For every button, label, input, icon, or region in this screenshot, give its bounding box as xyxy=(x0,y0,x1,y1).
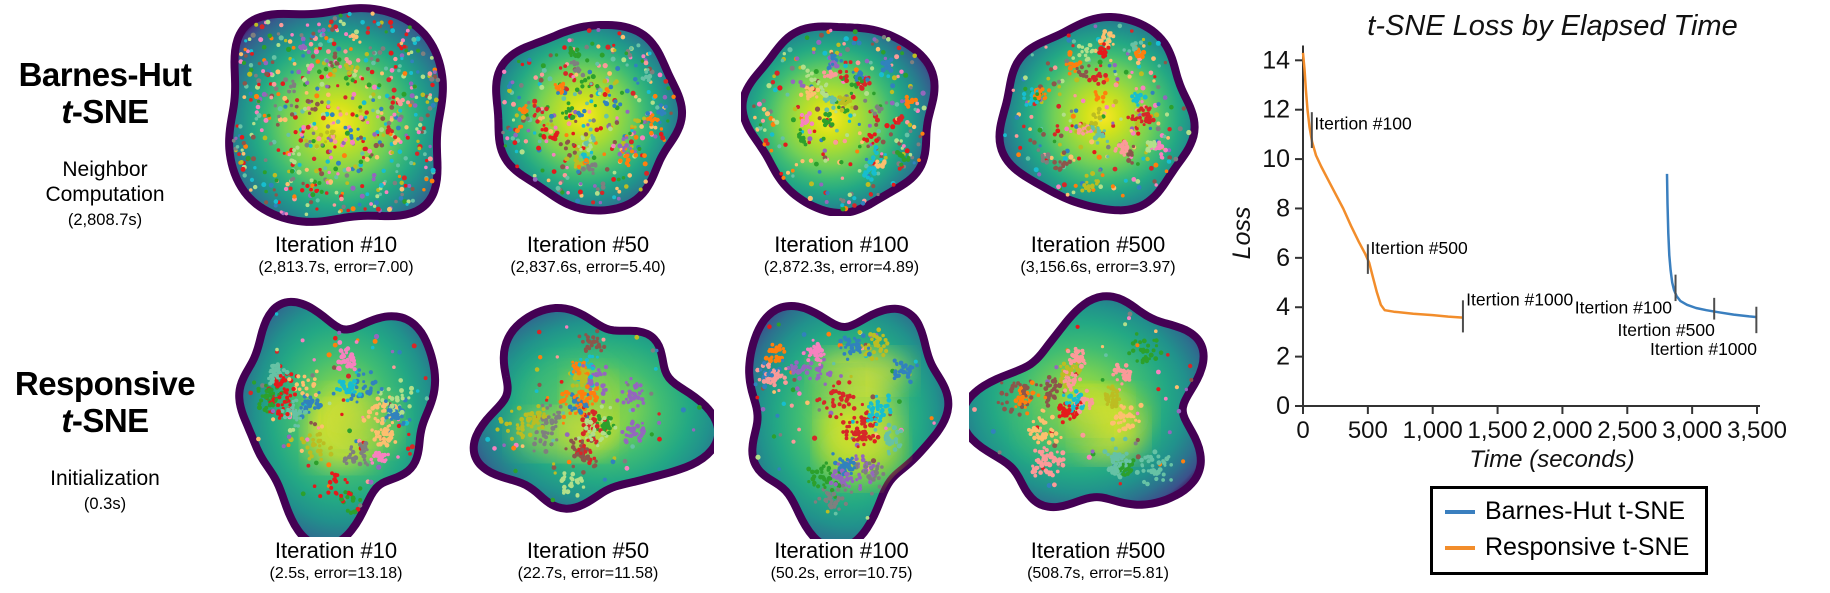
method-title-line2: t-SNE xyxy=(61,92,149,130)
svg-text:Itertion #100: Itertion #100 xyxy=(1575,298,1673,318)
panel-responsive-iter10: Iteration #10 (2.5s, error=13.18) xyxy=(210,287,462,593)
panel-detail: (508.7s, error=5.81) xyxy=(1027,564,1169,582)
loss-by-time-chart: 0 2 4 6 8 10 12 14 0 500 1,000 1,500 2,000 2,500 3,000… xyxy=(1228,45,1787,473)
panel-responsive-iter100: Iteration #100 (50.2s, error=10.75) xyxy=(714,287,969,593)
panel-caption: Iteration #100 xyxy=(774,231,909,257)
method-subtitle: Initialization xyxy=(50,467,160,491)
panel-caption: Iteration #500 xyxy=(1030,537,1166,563)
panel-responsive-iter500: Iteration #500 (508.7s, error=5.81) xyxy=(969,287,1227,593)
svg-text:2,000: 2,000 xyxy=(1532,417,1592,444)
method-time: (2,808.7s) xyxy=(67,211,143,230)
method-title-line2: t-SNE xyxy=(61,402,149,440)
embedding-grid: Iteration #10 (2,813.7s, error=7.00) Ite… xyxy=(210,0,1208,593)
tsne-embedding-image xyxy=(745,301,953,539)
loss-chart-section: t-SNE Loss by Elapsed Time 0 2 4 6 8 10 12 14 0 5… xyxy=(1180,0,1830,593)
svg-text:Loss: Loss xyxy=(1228,207,1256,260)
svg-text:14: 14 xyxy=(1262,46,1290,74)
panel-caption: Iteration #50 xyxy=(526,231,650,257)
method-block-barnes-hut: Barnes-Hut t-SNE Neighbor Computation (2… xyxy=(0,0,210,287)
svg-text:3,500: 3,500 xyxy=(1727,417,1787,444)
embedding-plot-wrap xyxy=(487,0,689,230)
svg-text:Itertion #1000: Itertion #1000 xyxy=(1466,289,1573,309)
method-title-barnes-hut: Barnes-Hut t-SNE xyxy=(18,55,192,131)
panel-caption: Iteration #100 xyxy=(774,537,909,563)
panel-detail: (3,156.6s, error=3.97) xyxy=(1020,258,1176,276)
tsne-embedding-image xyxy=(225,3,447,226)
svg-text:6: 6 xyxy=(1276,244,1290,272)
panel-caption: Iteration #500 xyxy=(1030,231,1166,257)
embedding-plot-wrap xyxy=(969,287,1227,536)
svg-text:Itertion #100: Itertion #100 xyxy=(1314,113,1412,133)
panel-barneshut-iter10: Iteration #10 (2,813.7s, error=7.00) xyxy=(210,0,462,287)
panel-caption: Iteration #50 xyxy=(526,537,650,563)
panel-detail: (22.7s, error=11.58) xyxy=(517,564,659,582)
panel-responsive-iter50: Iteration #50 (22.7s, error=11.58) xyxy=(462,287,714,593)
method-title-line1: Barnes-Hut xyxy=(18,55,192,93)
panel-barneshut-iter500: Iteration #500 (3,156.6s, error=3.97) xyxy=(969,0,1227,287)
method-title-line1: Responsive xyxy=(14,365,196,403)
legend-row-barnes-hut: Barnes-Hut t-SNE xyxy=(1445,497,1689,526)
svg-text:Itertion #500: Itertion #500 xyxy=(1618,320,1716,340)
panel-detail: (50.2s, error=10.75) xyxy=(770,564,913,582)
embedding-plot-wrap xyxy=(714,287,969,539)
panel-caption: Iteration #10 xyxy=(274,231,398,257)
tsne-embedding-image xyxy=(235,298,440,538)
tsne-embedding-image xyxy=(969,292,1208,512)
legend-line-swatch-orange xyxy=(1445,545,1475,550)
svg-text:4: 4 xyxy=(1276,293,1290,321)
panel-barneshut-iter100: Iteration #100 (2,872.3s, error=4.89) xyxy=(714,0,969,287)
embedding-plot-wrap xyxy=(995,0,1201,230)
panel-barneshut-iter50: Iteration #50 (2,837.6s, error=5.40) xyxy=(462,0,714,287)
svg-text:0: 0 xyxy=(1276,392,1290,420)
legend-row-responsive: Responsive t-SNE xyxy=(1445,533,1689,562)
legend-label: Barnes-Hut t-SNE xyxy=(1485,497,1686,525)
panel-detail: (2,837.6s, error=5.40) xyxy=(510,258,666,276)
method-subtitle: Neighbor Computation xyxy=(45,157,165,207)
embedding-plot-wrap xyxy=(210,287,462,538)
svg-text:8: 8 xyxy=(1276,194,1290,222)
svg-text:12: 12 xyxy=(1262,96,1290,124)
chart-title: t-SNE Loss by Elapsed Time xyxy=(1367,10,1738,42)
svg-text:500: 500 xyxy=(1348,417,1388,444)
tsne-embedding-image xyxy=(740,22,939,216)
legend-line-swatch-blue xyxy=(1445,509,1475,514)
method-labels-column: Barnes-Hut t-SNE Neighbor Computation (2… xyxy=(0,0,210,593)
method-block-responsive: Responsive t-SNE Initialization (0.3s) xyxy=(0,287,210,593)
panel-caption: Iteration #10 xyxy=(274,537,398,563)
panel-detail: (2,872.3s, error=4.89) xyxy=(763,258,920,276)
legend-label: Responsive t-SNE xyxy=(1485,533,1690,561)
method-title-responsive: Responsive t-SNE xyxy=(14,365,196,440)
svg-text:1,500: 1,500 xyxy=(1468,417,1528,444)
svg-text:Time (seconds): Time (seconds) xyxy=(1469,446,1634,473)
tsne-embedding-image xyxy=(995,12,1199,215)
svg-text:2: 2 xyxy=(1276,343,1290,371)
embedding-plot-wrap xyxy=(740,0,943,230)
chart-legend: Barnes-Hut t-SNE Responsive t-SNE xyxy=(1430,486,1709,575)
svg-text:3,000: 3,000 xyxy=(1662,417,1722,444)
embedding-plot-wrap xyxy=(462,287,714,536)
panel-detail: (2.5s, error=13.18) xyxy=(269,564,403,582)
svg-text:Itertion #500: Itertion #500 xyxy=(1370,238,1468,258)
svg-text:2,500: 2,500 xyxy=(1597,417,1657,444)
method-time: (0.3s) xyxy=(83,494,127,513)
svg-text:Itertion #1000: Itertion #1000 xyxy=(1650,339,1757,359)
tsne-embedding-image xyxy=(469,304,714,513)
svg-text:0: 0 xyxy=(1296,417,1309,444)
svg-text:10: 10 xyxy=(1262,145,1290,173)
tsne-embedding-image xyxy=(492,20,687,215)
embedding-plot-wrap xyxy=(218,0,454,230)
panel-detail: (2,813.7s, error=7.00) xyxy=(258,258,414,276)
svg-text:1,000: 1,000 xyxy=(1403,417,1463,444)
